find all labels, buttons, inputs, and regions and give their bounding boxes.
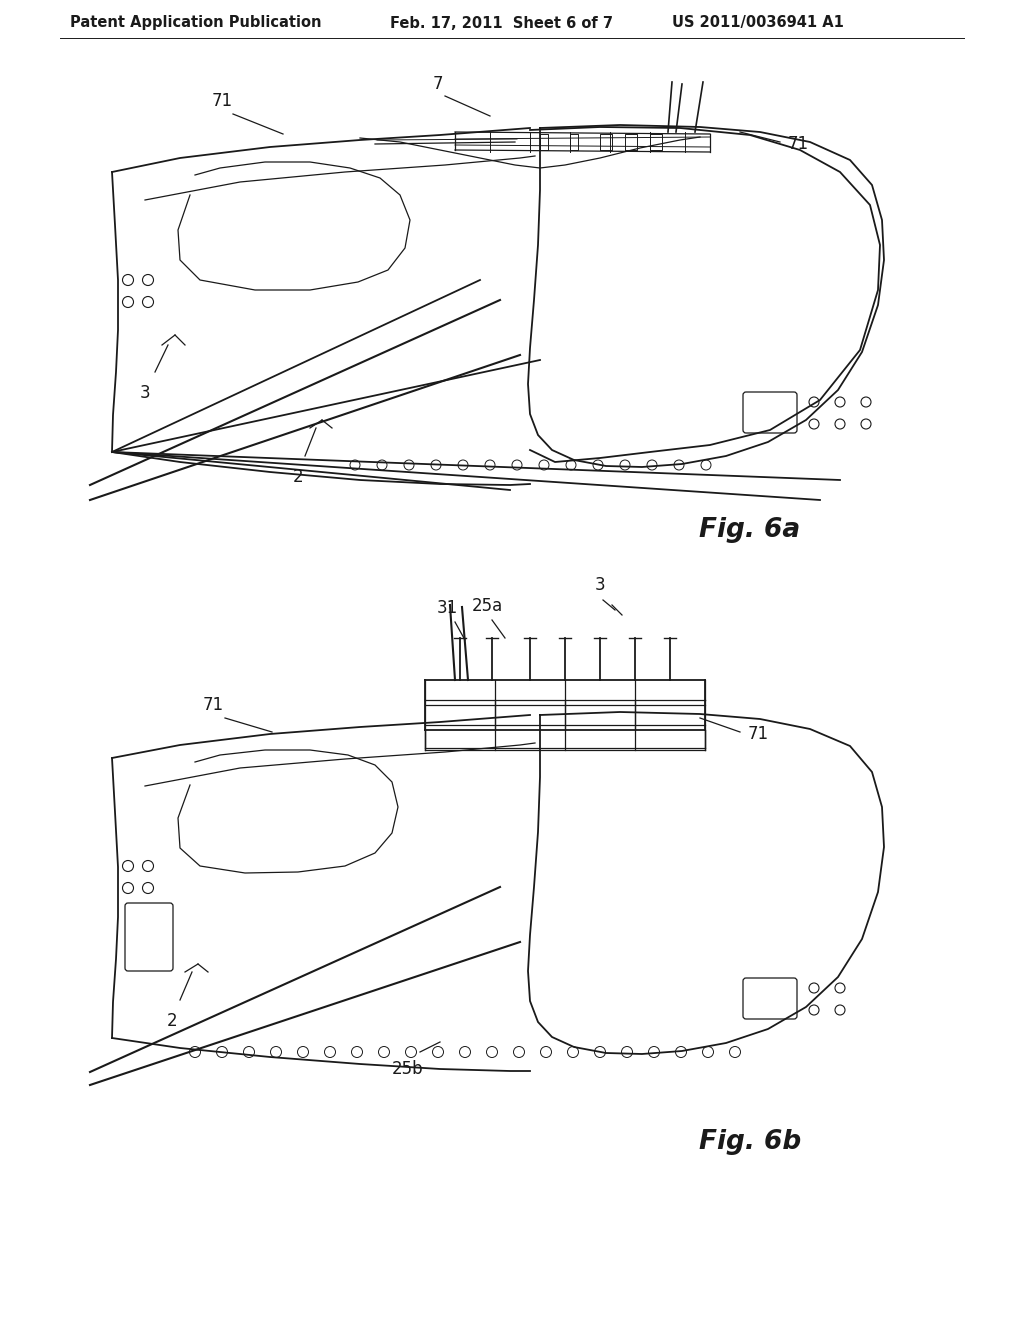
Text: 3: 3 xyxy=(139,384,151,403)
Text: 71: 71 xyxy=(203,696,223,714)
Text: Fig. 6a: Fig. 6a xyxy=(699,517,801,543)
Text: 71: 71 xyxy=(788,135,809,153)
Text: 31: 31 xyxy=(436,599,458,616)
Text: Patent Application Publication: Patent Application Publication xyxy=(70,16,322,30)
Text: 25b: 25b xyxy=(392,1060,424,1078)
Text: US 2011/0036941 A1: US 2011/0036941 A1 xyxy=(672,16,844,30)
Text: 71: 71 xyxy=(211,92,232,110)
Text: 25a: 25a xyxy=(471,597,503,615)
Text: 3: 3 xyxy=(595,576,605,594)
Text: 71: 71 xyxy=(748,725,769,743)
Text: 2: 2 xyxy=(167,1012,177,1030)
Text: Fig. 6b: Fig. 6b xyxy=(698,1129,801,1155)
Text: 2: 2 xyxy=(293,469,303,486)
Text: Feb. 17, 2011  Sheet 6 of 7: Feb. 17, 2011 Sheet 6 of 7 xyxy=(390,16,613,30)
Text: 7: 7 xyxy=(433,75,443,92)
